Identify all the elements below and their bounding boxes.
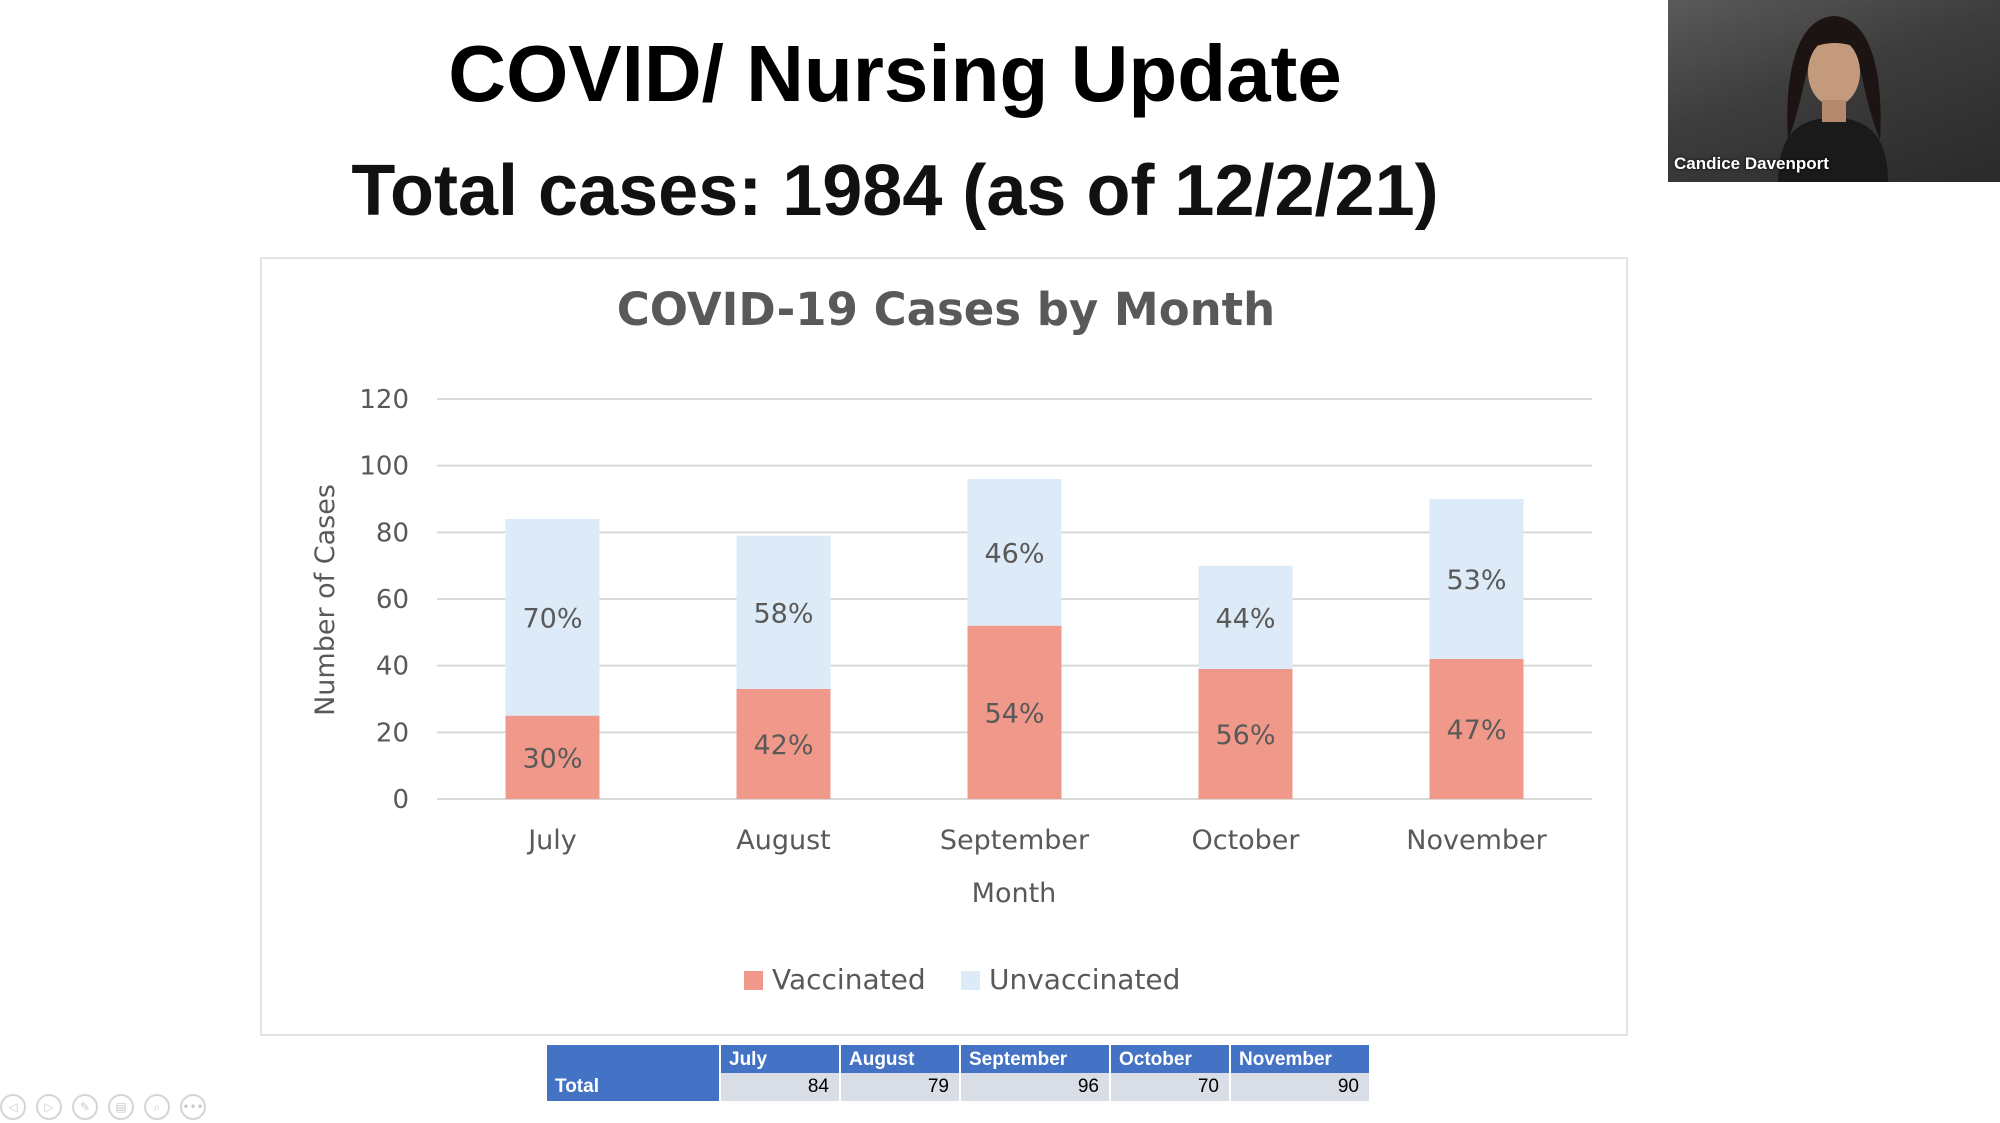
table-header-cell: [547, 1045, 719, 1073]
cases-summary-table: July August September October November T…: [545, 1045, 1371, 1101]
table-cell: 90: [1231, 1073, 1369, 1101]
slideshow-toolbar: ◁ ▷ ✎ ▤ ⌕ •••: [0, 1094, 206, 1120]
x-tick-label: September: [940, 825, 1090, 856]
data-label: 47%: [1446, 715, 1506, 746]
bar-vaccinated-july: [505, 715, 600, 799]
table-header-cell: July: [721, 1045, 839, 1073]
prev-icon[interactable]: ◁: [0, 1094, 26, 1120]
bar-vaccinated-august: [736, 689, 831, 799]
y-tick-label: 60: [376, 585, 409, 615]
legend-entry: Vaccinated: [772, 963, 926, 996]
x-tick-label: July: [526, 825, 577, 856]
y-tick-label: 100: [359, 452, 409, 482]
bar-vaccinated-october: [1198, 669, 1293, 799]
table-row-label: Total: [547, 1073, 719, 1101]
slide-title: COVID/ Nursing Update: [448, 29, 1342, 118]
participant-name: Candice Davenport: [1674, 154, 1829, 173]
data-label: 42%: [753, 730, 813, 761]
bar-unvaccinated-october: [1198, 565, 1293, 669]
data-label: 58%: [753, 598, 813, 629]
table-cell: 84: [721, 1073, 839, 1101]
cases-bar-chart: COVID-19 Cases by Month 0 20 40 60 80 100 120 3…: [310, 283, 1592, 996]
participant-video-tile[interactable]: Candice Davenport: [1668, 0, 2000, 182]
legend-swatch: [744, 971, 763, 990]
table-header-cell: September: [961, 1045, 1109, 1073]
zoom-icon[interactable]: ⌕: [144, 1094, 170, 1120]
bar-vaccinated-september: [967, 625, 1062, 799]
bar-unvaccinated-november: [1429, 499, 1524, 659]
data-label: 56%: [1215, 720, 1275, 751]
table-cell: 79: [841, 1073, 959, 1101]
chart-legend: Vaccinated Unvaccinated: [744, 963, 1180, 996]
x-tick-label: October: [1191, 825, 1300, 856]
bar-unvaccinated-july: [505, 519, 600, 716]
participant-video-feed: [1778, 16, 1888, 182]
chart-title: COVID-19 Cases by Month: [617, 283, 1275, 336]
data-label: 46%: [984, 538, 1044, 569]
x-axis-label: Month: [972, 878, 1057, 909]
y-tick-label: 0: [392, 785, 409, 815]
y-tick-label: 40: [376, 652, 409, 682]
y-tick-label: 80: [376, 518, 409, 548]
slide-subtitle: Total cases: 1984 (as of 12/2/21): [351, 151, 1439, 231]
table-header-cell: October: [1111, 1045, 1229, 1073]
y-tick-label: 20: [376, 718, 409, 748]
legend-swatch: [961, 971, 980, 990]
bar-unvaccinated-september: [967, 479, 1062, 626]
y-tick-label: 120: [359, 385, 409, 415]
table-cell: 96: [961, 1073, 1109, 1101]
data-label: 70%: [522, 603, 582, 634]
pen-icon[interactable]: ✎: [72, 1094, 98, 1120]
data-label: 54%: [984, 698, 1044, 729]
x-tick-label: November: [1406, 825, 1547, 856]
chart-frame: COVID-19 Cases by Month 0 20 40 60 80 100 120 3…: [260, 257, 1628, 1036]
data-label: 53%: [1446, 565, 1506, 596]
table-row: Total 84 79 96 70 90: [547, 1073, 1369, 1101]
y-axis-label: Number of Cases: [310, 484, 341, 716]
legend-entry: Unvaccinated: [989, 963, 1180, 996]
table-header-cell: November: [1231, 1045, 1369, 1073]
data-label: 30%: [522, 743, 582, 774]
table-header-row: July August September October November: [547, 1045, 1369, 1073]
more-icon[interactable]: •••: [180, 1094, 206, 1120]
table-cell: 70: [1111, 1073, 1229, 1101]
slides-icon[interactable]: ▤: [108, 1094, 134, 1120]
bar-vaccinated-november: [1429, 659, 1524, 799]
x-tick-label: August: [736, 825, 831, 856]
bar-unvaccinated-august: [736, 535, 831, 689]
data-label: 44%: [1215, 603, 1275, 634]
play-icon[interactable]: ▷: [36, 1094, 62, 1120]
table-header-cell: August: [841, 1045, 959, 1073]
